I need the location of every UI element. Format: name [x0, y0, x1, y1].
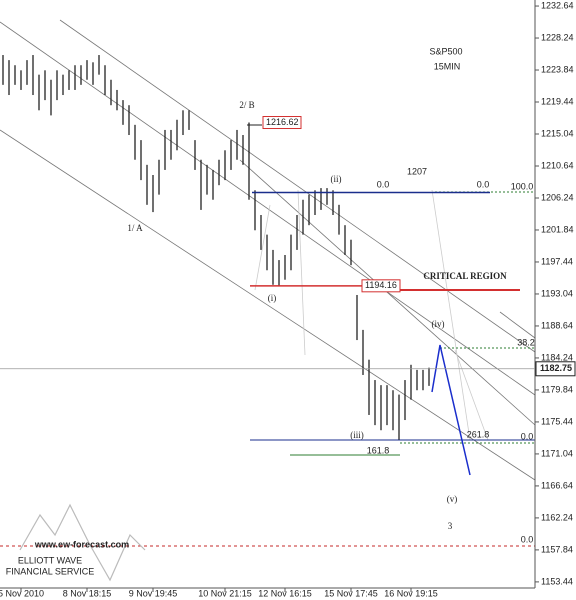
level-label: 1194.16 [365, 280, 397, 290]
y-tick-label: 1228.24 [541, 32, 574, 42]
y-tick-label: 1157.84 [541, 544, 573, 554]
logo-wave [19, 503, 146, 582]
x-tick-label: 9 Nov 19:45 [129, 588, 178, 598]
fib-label: 0.0 [477, 179, 490, 189]
wave-label: 1/ A [127, 223, 143, 233]
fib-label: 261.8 [467, 429, 490, 439]
fib-label: 0.0 [521, 431, 534, 441]
fib-label: 100.0 [511, 181, 534, 191]
channel-line [254, 204, 271, 291]
channel-lines [0, 19, 536, 481]
channel-line [239, 159, 536, 426]
x-tick-label: 5 Nov 2010 [0, 588, 44, 598]
y-tick-label: 1175.44 [541, 416, 573, 426]
y-tick-label: 1219.44 [541, 96, 574, 106]
fib-label: 161.8 [367, 445, 390, 455]
channel-line [499, 311, 536, 339]
channel-line [0, 129, 536, 481]
fib-label: 0.0 [521, 534, 534, 544]
channel-line [0, 21, 536, 396]
chart-title: S&P500 [429, 46, 462, 56]
channel-line [59, 19, 536, 353]
level-box [361, 279, 401, 293]
watermark-text: ELLIOTT WAVE [18, 555, 82, 565]
wave-label: (i) [268, 293, 277, 303]
region-label: CRITICAL REGION [423, 271, 507, 281]
level-label: 1216.62 [266, 117, 299, 127]
last-price-box [535, 361, 576, 377]
wave-projection [431, 344, 471, 476]
fib-label: 38.2 [517, 337, 535, 347]
fib-label: 0.0 [377, 179, 390, 189]
chart-subtitle: 15MIN [434, 61, 461, 71]
y-tick-label: 1223.84 [541, 64, 574, 74]
level-box [262, 116, 302, 130]
level-label: 1207 [407, 166, 427, 176]
channel-line [297, 189, 306, 356]
y-tick-label: 1179.84 [541, 384, 573, 394]
x-tick-label: 16 Nov 19:15 [384, 588, 438, 598]
y-tick-label: 1193.04 [541, 288, 573, 298]
y-tick-label: 1206.24 [541, 192, 574, 202]
watermark [19, 503, 146, 582]
y-tick-label: 1153.44 [541, 576, 573, 586]
y-tick-label: 1210.64 [541, 160, 574, 170]
wave-label: (iv) [432, 319, 445, 329]
y-tick-label: 1166.64 [541, 480, 573, 490]
wave-label: (v) [447, 494, 458, 504]
y-tick-label: 1201.84 [541, 224, 574, 234]
channel-line [431, 189, 471, 441]
y-tick-label: 1232.64 [541, 0, 574, 10]
wave-label: (ii) [331, 174, 342, 184]
x-tick-label: 10 Nov 21:15 [198, 588, 252, 598]
channel-line [454, 349, 489, 441]
watermark-text: www.ew-forecast.com [34, 539, 129, 549]
y-tick-label: 1197.44 [541, 256, 573, 266]
wave-label: (iii) [350, 430, 364, 440]
x-tick-label: 12 Nov 16:15 [258, 588, 312, 598]
x-tick-label: 15 Nov 17:45 [324, 588, 378, 598]
last-price-label: 1182.75 [540, 363, 572, 373]
y-tick-label: 1188.64 [541, 320, 573, 330]
y-tick-label: 1184.24 [541, 352, 573, 362]
watermark-text: FINANCIAL SERVICE [6, 566, 95, 576]
y-tick-label: 1162.24 [541, 512, 573, 522]
y-tick-label: 1215.04 [541, 128, 574, 138]
y-tick-label: 1171.04 [541, 448, 573, 458]
wave-label: 2/ B [239, 100, 254, 110]
wave-label: 3 [448, 521, 453, 531]
x-tick-label: 8 Nov 18:15 [63, 588, 112, 598]
